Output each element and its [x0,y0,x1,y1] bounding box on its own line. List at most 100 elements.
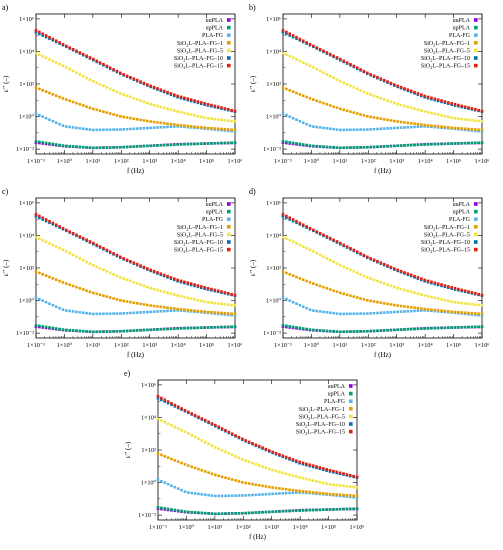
data-point [480,314,484,317]
data-point [433,112,437,116]
data-point [335,507,339,511]
data-point [477,141,480,145]
data-point [315,328,319,332]
data-point [125,127,129,131]
data-point [463,325,467,329]
data-point [335,78,339,81]
data-point [349,110,352,113]
chart-panel-e: e)1×10⁻¹ 1×10⁰ 1×10¹ 1×10² 1×10³ 1×10⁴ 1×10⁵ 1×… [124,369,364,541]
data-point [169,92,173,95]
data-point [325,51,329,54]
data-point [332,260,335,264]
data-point [393,328,396,332]
data-point [342,265,346,269]
data-point [460,325,464,329]
data-point [291,116,295,120]
data-point [48,118,51,121]
data-point [335,493,339,496]
series-uupla [34,141,237,150]
data-point [376,300,379,304]
data-point [467,290,470,293]
legend: uuPLAupPLAPLA-FGSiO2L–PLA–FG–1SiO2L–PLA–… [421,18,478,70]
data-point [237,494,241,497]
data-point [433,281,437,285]
data-point [322,145,325,148]
data-point [467,141,470,145]
series-pla-fg [34,112,237,133]
data-point [142,265,146,269]
data-point [173,425,177,429]
data-point [450,126,453,130]
data-point [189,326,193,330]
data-point [433,142,437,146]
data-point [315,125,319,129]
data-point [261,493,264,496]
legend-marker [474,33,478,37]
data-point [477,108,480,112]
data-point [92,128,95,132]
data-point [345,484,349,488]
data-point [233,130,237,133]
data-point [477,128,480,132]
data-point [193,283,196,286]
data-point [223,141,227,145]
data-point [423,125,426,128]
data-point [207,420,210,424]
data-point [244,494,247,497]
data-point [460,311,464,314]
data-point [75,233,78,237]
x-tick-label: 1×10⁰ [304,158,320,165]
data-point [71,253,75,257]
data-point [115,330,119,333]
data-point [98,245,102,248]
y-tick-label: 1×10⁻² [263,146,281,153]
data-point [105,330,109,333]
data-point [311,464,315,467]
data-point [170,401,173,405]
data-point [352,64,356,68]
data-point [156,478,160,481]
data-point [197,492,200,496]
data-point [396,126,399,130]
data-point [170,403,173,407]
series-sio2l-pla-fg-5 [156,417,359,489]
data-point [446,326,450,330]
data-point [457,287,460,291]
data-point [362,69,366,73]
data-point [419,327,423,331]
data-point [166,422,170,426]
data-point [423,143,426,146]
data-point [359,273,362,276]
data-point [230,129,233,133]
data-point [369,145,372,149]
data-point [213,104,217,108]
data-point [423,278,426,282]
data-point [308,308,312,312]
data-point [281,140,285,143]
data-point [396,144,399,148]
data-point [338,507,342,511]
data-point [419,93,423,96]
data-point [108,271,112,275]
data-point [372,94,376,98]
data-point [376,311,379,315]
data-point [322,285,325,289]
data-point [135,301,139,305]
data-point [156,310,159,313]
data-point [58,246,61,250]
data-point [146,101,149,105]
data-point [220,449,224,452]
data-point [366,312,369,315]
data-point [119,255,122,259]
data-point [291,90,295,93]
data-point [105,128,109,132]
data-point [61,97,65,100]
data-point [176,278,179,282]
data-point [119,298,122,302]
data-point [176,487,180,490]
data-point [291,325,295,329]
data-point [186,112,190,116]
data-point [382,301,386,305]
x-axis-label: f (Hz) [249,533,267,541]
data-point [166,107,169,111]
